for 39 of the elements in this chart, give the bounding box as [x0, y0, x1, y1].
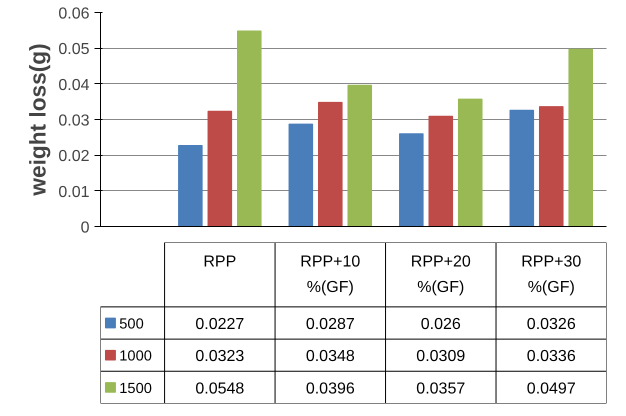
y-tick-label: 0.04 [58, 76, 90, 94]
y-tick-label: 0.01 [58, 184, 90, 201]
data-label: 0.0396 [306, 380, 355, 398]
data-label: 0.0497 [526, 380, 576, 398]
data-label: 0.0323 [195, 348, 244, 366]
bar [510, 110, 534, 226]
x-tick-label: RPP+30 %(GF) [521, 253, 582, 296]
bar [399, 133, 424, 226]
data-label: 0.0309 [416, 348, 466, 366]
y-axis-title: weight loss(g) [24, 43, 50, 197]
x-tick-label: RPP+10 %(GF) [300, 253, 360, 296]
x-tick-label: RPP [203, 253, 236, 270]
bar [288, 124, 314, 226]
y-tick-label: 0 [80, 220, 90, 236]
legend-label: 1000 [119, 348, 152, 365]
bar [538, 106, 564, 226]
bar [178, 145, 203, 226]
y-tick-label: 0.02 [58, 148, 90, 166]
data-label: 0.0287 [306, 316, 355, 333]
legend-label: 1500 [119, 380, 152, 397]
x-tick-label: RPP+20 %(GF) [410, 253, 471, 296]
bar [208, 110, 232, 226]
y-tick-label: 0.05 [58, 41, 90, 58]
y-tick-label: 0.03 [58, 112, 90, 130]
bar [458, 98, 483, 226]
data-label: 0.0348 [306, 348, 355, 366]
bar [347, 84, 372, 226]
bar [318, 102, 343, 226]
legend-label: 500 [119, 316, 144, 332]
bar [568, 48, 594, 226]
bar [236, 30, 262, 226]
bar [428, 116, 454, 226]
data-label: 0.0326 [526, 316, 576, 333]
data-label: 0.026 [420, 316, 461, 333]
data-label: 0.0548 [195, 380, 244, 398]
data-label: 0.0336 [526, 348, 576, 366]
data-label: 0.0227 [195, 316, 244, 333]
data-label: 0.0357 [416, 380, 466, 398]
y-tick-label: 0.06 [58, 6, 90, 22]
